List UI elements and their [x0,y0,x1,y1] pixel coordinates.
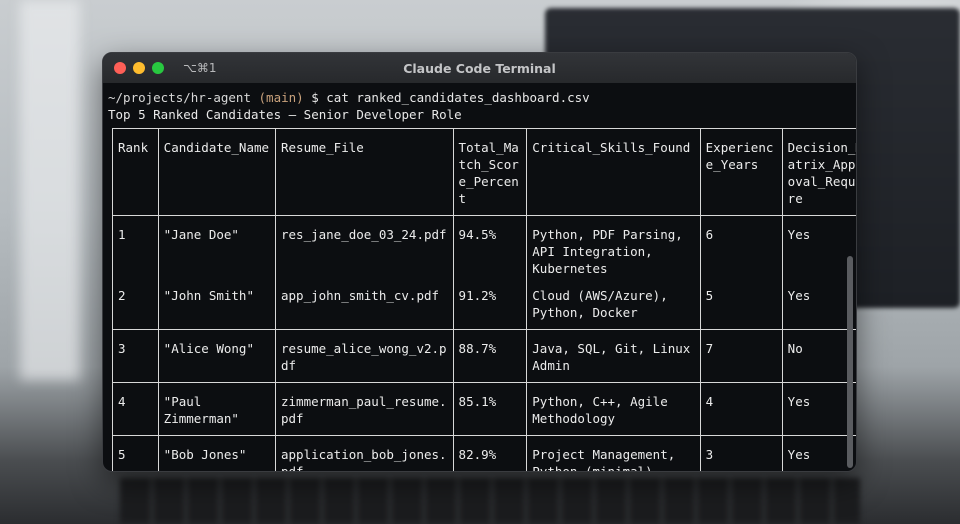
table-cell: Java, SQL, Git, Linux Admin [526,329,701,383]
table-cell: Yes [781,285,856,330]
table-cell: 85.1% [452,382,528,436]
table-cell: 3 [112,329,159,383]
table-cell: Python, C++, Agile Methodology [526,382,701,436]
table-cell: 2 [112,285,159,330]
table-cell: Yes [781,215,856,285]
table-cell: "Alice Wong" [157,329,277,383]
table-row: 2 "John Smith" app_john_smith_cv.pdf 91.2% C… [112,285,856,330]
header-cell: Decision_Matrix_Approval_Require [781,128,856,216]
header-cell: Resume_File [275,128,454,216]
table-row: 1 "Jane Doe" res_jane_doe_03_24.pdf 94.5% Py… [112,215,856,285]
table-cell: zimmerman_paul_resume.pdf [275,382,454,436]
close-button[interactable] [114,62,126,74]
table-row: 3 "Alice Wong" resume_alice_wong_v2.pdf 88.… [112,329,856,383]
table-cell: res_jane_doe_03_24.pdf [275,215,454,285]
terminal-output: ~/projects/hr-agent (main) $ cat ranked_… [108,89,856,471]
minimize-button[interactable] [133,62,145,74]
prompt-branch: (main) [258,90,304,105]
command-line: ~/projects/hr-agent (main) $ cat ranked_… [108,89,842,106]
table-cell: app_john_smith_cv.pdf [275,285,454,330]
terminal-window: ⌥⌘1 Claude Code Terminal ~/projects/hr-a… [102,52,857,472]
table-cell: 91.2% [452,285,528,330]
table-cell: "Paul Zimmerman" [157,382,277,436]
shortcut: ⌥⌘1 [183,61,217,75]
table-cell: 5 [699,285,783,330]
table-row: 4 "Paul Zimmerman" zimmerman_paul_resume.p… [112,382,856,436]
header-row: Rank Candidate_Name Resume_File Total_Match… [112,128,856,216]
table-cell: 4 [112,382,159,436]
table-cell: No [781,329,856,383]
header-cell: Rank [112,128,159,216]
table-cell: 94.5% [452,215,528,285]
table-cell: 3 [699,435,783,471]
table-row: 5 "Bob Jones" application_bob_jones.pdf 82.… [112,435,856,471]
table-cell: 1 [112,215,159,285]
header-cell: Critical_Skills_Found [526,128,701,216]
scrollbar[interactable] [847,256,853,468]
background-keyboard [120,478,860,524]
zoom-button[interactable] [152,62,164,74]
prompt-symbol: $ [311,90,319,105]
command: cat ranked_candidates_dashboard.csv [326,90,590,105]
table-cell: Cloud (AWS/Azure), Python, Docker [526,285,701,330]
table-cell: Yes [781,435,856,471]
table-cell: 82.9% [452,435,528,471]
table-cell: "John Smith" [157,285,277,330]
table-cell: Yes [781,382,856,436]
table-cell: 4 [699,382,783,436]
table: Rank Candidate_Name Resume_File Total_Match… [112,128,856,471]
table-cell: "Bob Jones" [157,435,277,471]
table-cell: 7 [699,329,783,383]
table-cell: 6 [699,215,783,285]
table-cell: 88.7% [452,329,528,383]
table-cell: 5 [112,435,159,471]
window-title: Claude Code Terminal [403,61,556,76]
header-cell: Candidate_Name [157,128,277,216]
table-cell: application_bob_jones.pdf [275,435,454,471]
table-cell: Project Management, Python (minimal) [526,435,701,471]
table-cell: resume_alice_wong_v2.pdf [275,329,454,383]
background [20,0,80,380]
header-cell: Experience_Years [699,128,783,216]
table-cell: Python, PDF Parsing, API Integration, Ku… [526,215,701,285]
table-cell: "Jane Doe" [157,215,277,285]
header-cell: Total_Match_Score_Percent [452,128,528,216]
title-bar: ⌥⌘1 Claude Code Terminal [103,53,856,83]
heading: Top 5 Ranked Candidates – Senior Develop… [108,107,462,122]
prompt-path: ~/projects/hr-agent [108,90,251,105]
